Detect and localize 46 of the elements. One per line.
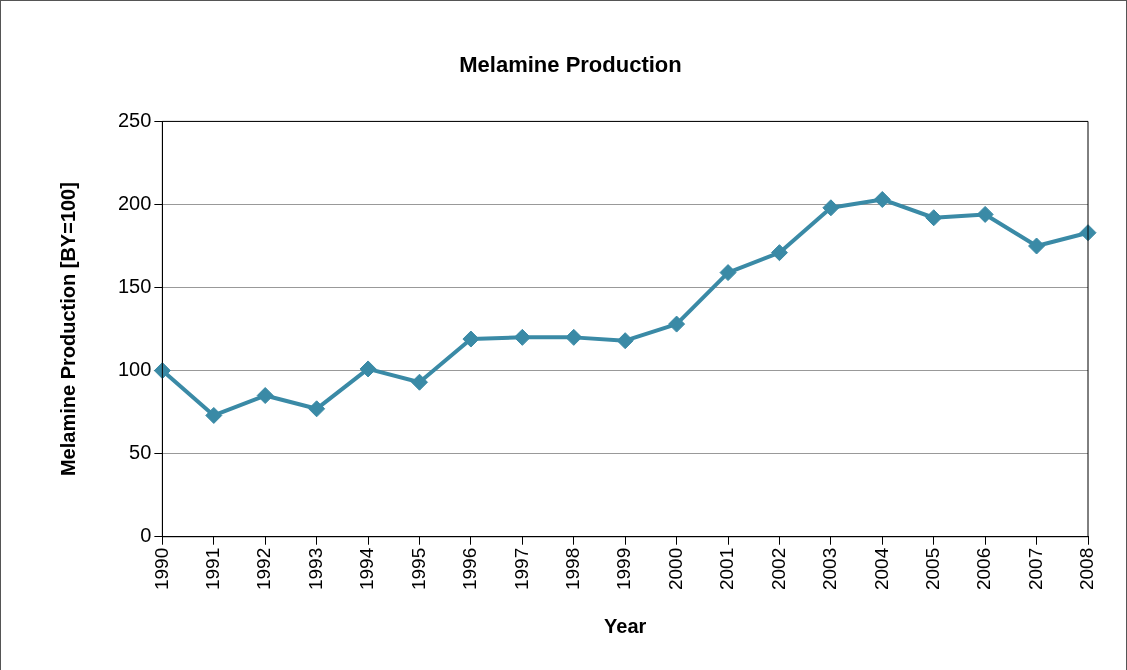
y-tick-label: 50 bbox=[129, 441, 152, 464]
point bbox=[770, 244, 788, 262]
x-tick-label: 1995 bbox=[407, 547, 429, 591]
x-tick-label: 1996 bbox=[459, 547, 481, 591]
x-tick-label: 1992 bbox=[253, 547, 275, 591]
x-tick-label: 1997 bbox=[510, 547, 532, 591]
y-tick-label: 200 bbox=[117, 191, 152, 214]
y-tick-label: 0 bbox=[140, 524, 152, 547]
x-tick-label: 2003 bbox=[819, 547, 841, 591]
point bbox=[925, 209, 943, 227]
point bbox=[462, 330, 480, 348]
point bbox=[205, 406, 223, 424]
point bbox=[1028, 237, 1046, 255]
x-tick-label: 2002 bbox=[767, 547, 789, 591]
point bbox=[513, 328, 531, 346]
x-tick-label: 1998 bbox=[562, 547, 583, 591]
x-tick-label: 1991 bbox=[202, 547, 224, 591]
point bbox=[153, 362, 171, 380]
point bbox=[410, 373, 428, 391]
x-tick-label: 2001 bbox=[716, 547, 738, 591]
point bbox=[719, 264, 737, 282]
y-tick-label: 250 bbox=[117, 108, 152, 131]
y-tick-label: 150 bbox=[117, 275, 152, 298]
x-axis-title: Year bbox=[604, 614, 647, 637]
x-tick-label: 1990 bbox=[150, 547, 172, 591]
x-tick-label: 2004 bbox=[870, 547, 892, 591]
point bbox=[308, 400, 326, 418]
point bbox=[359, 360, 377, 378]
x-tick-label: 2006 bbox=[973, 547, 995, 591]
x-tick-label: 1999 bbox=[613, 547, 635, 591]
x-tick-label: 2005 bbox=[921, 547, 943, 591]
x-tick-label: 2000 bbox=[664, 547, 686, 591]
point bbox=[256, 387, 274, 405]
y-axis-title: Melamine Production [BY=100] bbox=[56, 182, 79, 477]
point bbox=[822, 199, 840, 217]
x-tick-label: 1994 bbox=[356, 547, 378, 591]
y-tick-label: 100 bbox=[117, 358, 152, 381]
point bbox=[565, 328, 583, 346]
point bbox=[668, 315, 686, 333]
point bbox=[616, 332, 634, 350]
point bbox=[873, 190, 891, 208]
point bbox=[976, 205, 994, 223]
chart-title: Melamine Production bbox=[459, 52, 682, 78]
x-tick-label: 2007 bbox=[1024, 547, 1046, 591]
x-tick-label: 2008 bbox=[1076, 547, 1098, 591]
x-tick-label: 1993 bbox=[304, 547, 326, 591]
